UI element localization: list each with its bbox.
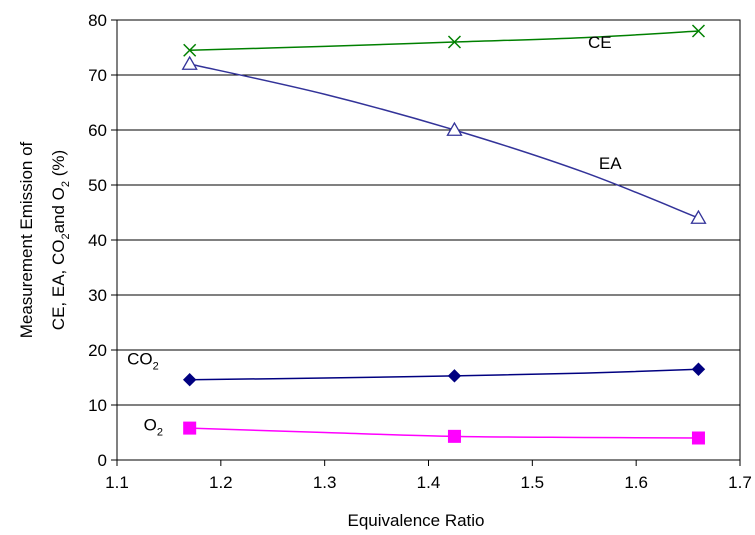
y-tick-label-20: 20 xyxy=(88,341,107,360)
marker-o2-2 xyxy=(691,431,705,445)
series-markers xyxy=(181,24,707,445)
y-tick-label-60: 60 xyxy=(88,121,107,140)
marker-ce-0-b xyxy=(183,43,197,57)
series-labels: CE EA CO2 O2 xyxy=(127,33,622,438)
y-axis-title-line2: CE, EA, CO2and O2 (%) xyxy=(49,150,72,330)
series-line-ce xyxy=(189,30,699,51)
x-tick-label-1.1: 1.1 xyxy=(105,473,129,492)
x-tick-label-1.7: 1.7 xyxy=(728,473,752,492)
marker-o2-0 xyxy=(183,421,197,435)
gridlines xyxy=(117,19,740,461)
marker-ea-0 xyxy=(181,55,198,70)
series-lines xyxy=(189,30,699,439)
marker-o2-1 xyxy=(447,429,461,443)
marker-ce-2-b xyxy=(691,24,705,38)
y-tick-labels: 0 10 20 30 40 50 60 70 80 xyxy=(88,11,107,470)
x-tick-label-1.4: 1.4 xyxy=(417,473,441,492)
series-label-ea: EA xyxy=(599,154,622,173)
marker-ea-2 xyxy=(690,209,707,224)
marker-ea-1 xyxy=(446,121,463,136)
marker-co2-1 xyxy=(447,369,462,383)
y-tick-label-80: 80 xyxy=(88,11,107,30)
axes xyxy=(111,19,741,466)
x-axis-title: Equivalence Ratio xyxy=(347,511,484,530)
x-tick-label-1.2: 1.2 xyxy=(209,473,233,492)
y-tick-label-10: 10 xyxy=(88,396,107,415)
series-line-co2 xyxy=(189,368,699,381)
x-tick-label-1.5: 1.5 xyxy=(521,473,545,492)
x-tick-labels: 1.1 1.2 1.3 1.4 1.5 1.6 1.7 xyxy=(105,473,752,492)
marker-ce-1 xyxy=(447,35,461,49)
series-line-ea xyxy=(189,63,699,219)
marker-co2-0 xyxy=(182,372,197,387)
marker-ce-1-b xyxy=(447,35,461,49)
y-tick-label-50: 50 xyxy=(88,176,107,195)
x-tick-label-1.3: 1.3 xyxy=(313,473,337,492)
series-label-ce: CE xyxy=(588,33,612,52)
marker-ce-0 xyxy=(183,43,197,57)
marker-ce-2 xyxy=(691,24,705,38)
series-line-o2 xyxy=(189,427,699,439)
y-axis-title: Measurement Emission of CE, EA, CO2and O… xyxy=(17,141,72,338)
series-label-o2: O2 xyxy=(144,415,163,438)
y-tick-label-0: 0 xyxy=(98,451,107,470)
marker-co2-2 xyxy=(691,362,706,376)
y-tick-label-40: 40 xyxy=(88,231,107,250)
y-axis-title-line1: Measurement Emission of xyxy=(17,141,36,338)
series-label-co2: CO2 xyxy=(127,349,159,372)
x-tick-label-1.6: 1.6 xyxy=(624,473,648,492)
y-tick-label-70: 70 xyxy=(88,66,107,85)
y-tick-label-30: 30 xyxy=(88,286,107,305)
